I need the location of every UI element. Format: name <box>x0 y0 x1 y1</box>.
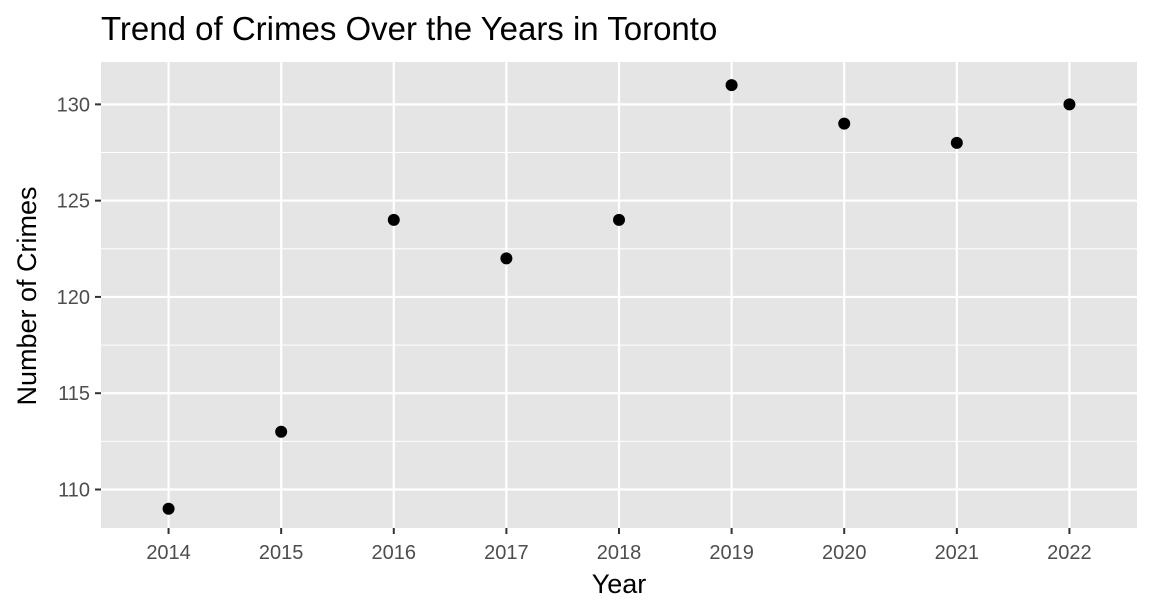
x-axis-ticks: 2014 2015 2016 2017 2018 2019 2020 2021 2022 <box>146 528 1092 564</box>
x-tick-label: 2017 <box>484 542 529 564</box>
major-gridlines <box>101 62 1137 528</box>
y-tick-label: 110 <box>58 479 90 501</box>
y-tick-label: 115 <box>58 383 90 405</box>
data-point <box>1063 98 1076 111</box>
x-tick-label: 2020 <box>822 542 867 564</box>
data-points <box>162 79 1076 515</box>
x-tick-label: 2015 <box>259 542 304 564</box>
data-point <box>838 117 851 130</box>
data-point <box>950 136 963 149</box>
x-tick-label: 2021 <box>935 542 980 564</box>
data-point <box>500 252 513 265</box>
x-tick-label: 2022 <box>1047 542 1092 564</box>
y-tick-label: 130 <box>57 94 90 116</box>
y-axis-ticks: 110 115 120 125 130 <box>57 94 101 501</box>
x-axis-title: Year <box>592 569 647 599</box>
data-point <box>725 79 738 92</box>
x-tick-label: 2014 <box>146 542 191 564</box>
x-tick-label: 2018 <box>597 542 642 564</box>
x-tick-label: 2016 <box>372 542 417 564</box>
y-axis-title: Number of Crimes <box>12 186 42 405</box>
chart-title: Trend of Crimes Over the Years in Toront… <box>101 10 717 47</box>
y-tick-label: 125 <box>57 191 90 213</box>
data-point <box>275 425 288 438</box>
y-tick-label: 120 <box>57 287 90 309</box>
x-tick-label: 2019 <box>709 542 754 564</box>
data-point <box>613 213 625 226</box>
data-point <box>162 502 175 515</box>
data-point <box>387 213 400 226</box>
